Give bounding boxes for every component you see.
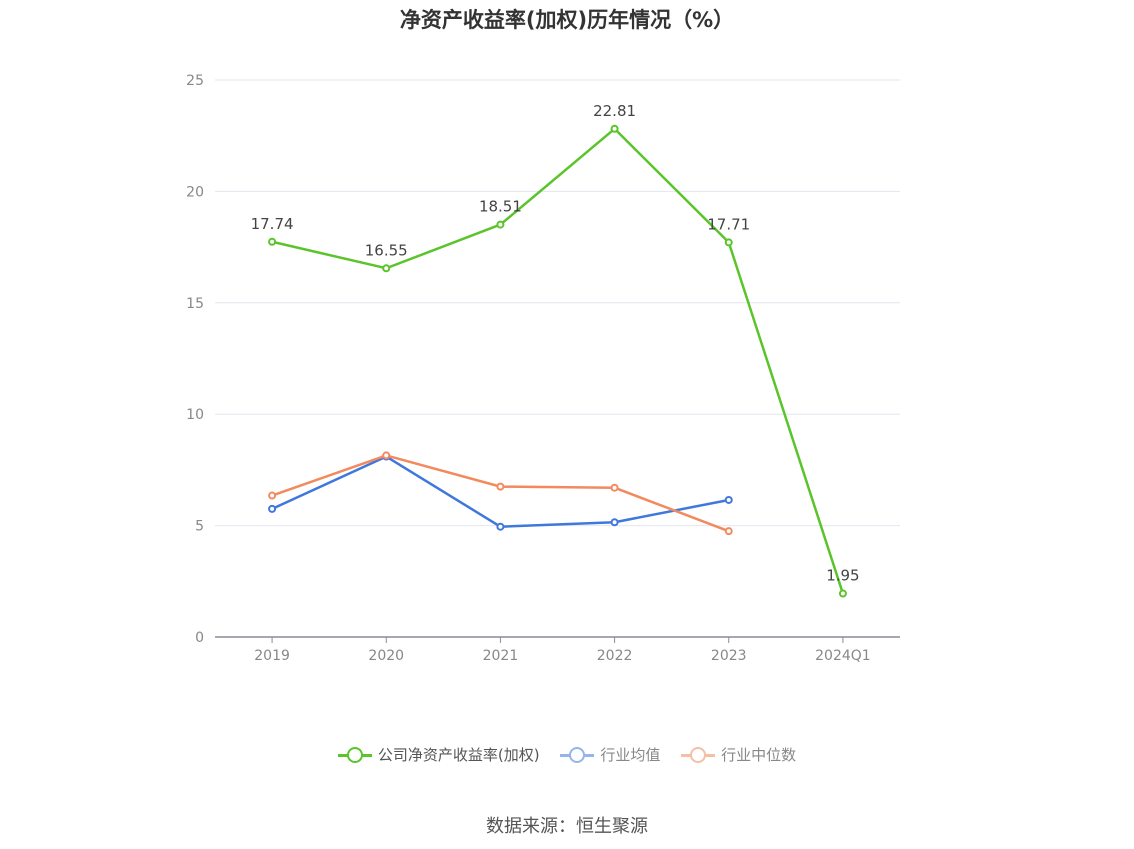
data-source: 数据来源：恒生聚源 bbox=[486, 816, 648, 837]
series-line bbox=[271, 454, 730, 533]
data-label: 16.55 bbox=[365, 241, 408, 259]
data-label: 1.95 bbox=[826, 567, 859, 585]
data-point[interactable] bbox=[496, 522, 505, 531]
y-tick-label: 25 bbox=[186, 73, 204, 89]
legend-item-industry-median[interactable]: 行业中位数 bbox=[681, 744, 796, 765]
data-point[interactable] bbox=[724, 495, 733, 504]
series-line bbox=[271, 127, 845, 594]
data-point[interactable] bbox=[268, 504, 277, 513]
data-point[interactable] bbox=[496, 482, 505, 491]
data-point[interactable] bbox=[610, 124, 619, 133]
legend-label-industry-median: 行业中位数 bbox=[721, 746, 797, 764]
data-label: 17.74 bbox=[251, 215, 294, 233]
data-label: 17.71 bbox=[707, 215, 750, 233]
y-tick-label: 20 bbox=[186, 184, 204, 200]
y-tick-label: 5 bbox=[195, 519, 204, 535]
data-label: 18.51 bbox=[479, 198, 522, 216]
data-point[interactable] bbox=[610, 518, 619, 527]
series-line bbox=[271, 455, 729, 528]
x-tick-label: 2024Q1 bbox=[815, 648, 871, 664]
x-tick-label: 2020 bbox=[368, 648, 404, 664]
x-tick-label: 2023 bbox=[711, 648, 747, 664]
data-labels: 17.74 16.55 18.51 22.81 17.71 1.95 bbox=[251, 102, 860, 585]
data-point[interactable] bbox=[610, 483, 619, 492]
data-point[interactable] bbox=[268, 491, 277, 500]
y-tick-label: 0 bbox=[195, 630, 204, 646]
y-tick-label: 15 bbox=[186, 296, 204, 312]
chart-title: 净资产收益率(加权)历年情况（%） bbox=[399, 8, 735, 32]
grid-lines bbox=[215, 79, 900, 527]
data-point[interactable] bbox=[268, 237, 277, 246]
legend-swatch-industry-median bbox=[681, 746, 716, 763]
x-tick-label: 2019 bbox=[254, 648, 290, 664]
data-point[interactable] bbox=[724, 527, 733, 536]
data-point[interactable] bbox=[382, 451, 391, 460]
data-point[interactable] bbox=[724, 238, 733, 247]
series-group bbox=[268, 124, 847, 598]
data-point[interactable] bbox=[496, 220, 505, 229]
y-tick-label: 10 bbox=[186, 407, 204, 423]
x-tick-label: 2022 bbox=[597, 648, 633, 664]
legend-label-company: 公司净资产收益率(加权) bbox=[377, 746, 540, 764]
legend-swatch-industry-mean bbox=[560, 746, 595, 763]
data-point[interactable] bbox=[382, 264, 391, 273]
legend-item-company[interactable]: 公司净资产收益率(加权) bbox=[337, 744, 540, 765]
y-axis-ticks: 0 5 10 15 20 25 bbox=[186, 73, 204, 646]
legend-label-industry-mean: 行业均值 bbox=[600, 746, 661, 764]
x-tick-label: 2021 bbox=[483, 648, 519, 664]
x-axis: 2019 2020 2021 2022 2023 2024Q1 bbox=[215, 636, 900, 664]
legend-swatch-company bbox=[337, 746, 372, 763]
data-label: 22.81 bbox=[593, 102, 636, 120]
legend-item-industry-mean[interactable]: 行业均值 bbox=[560, 744, 660, 765]
legend: 公司净资产收益率(加权) 行业均值 行业中位数 bbox=[0, 744, 1134, 767]
data-point[interactable] bbox=[838, 589, 847, 598]
